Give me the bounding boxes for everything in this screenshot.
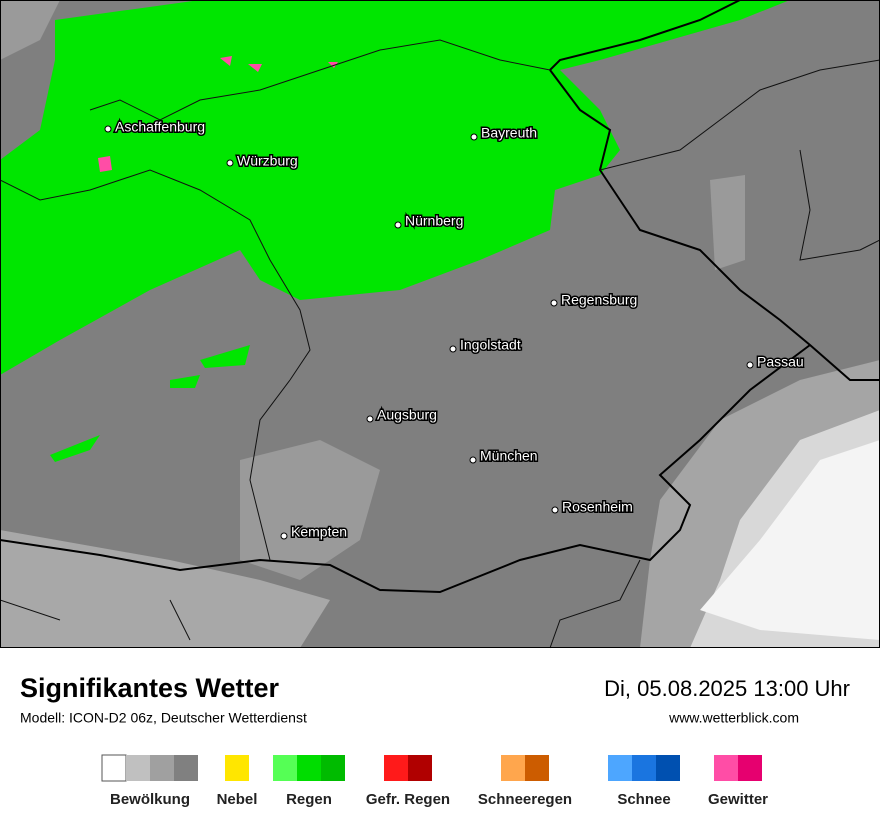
legend-item: Gefr. Regen	[366, 755, 450, 808]
legend-swatch	[384, 755, 408, 781]
city-dot	[550, 299, 558, 307]
city: Ingolstadt	[449, 335, 522, 354]
country-border	[549, 0, 741, 71]
city-dot	[551, 506, 559, 514]
cloud-area	[710, 175, 745, 270]
datetime: Di, 05.08.2025 13:00 Uhr	[604, 676, 850, 701]
legend-label: Nebel	[217, 791, 258, 808]
legend-item: Schneeregen	[478, 755, 572, 808]
city-dot	[470, 133, 478, 141]
rain-area	[50, 345, 250, 462]
city: Rosenheim	[551, 497, 634, 516]
website: www.wetterblick.com	[668, 710, 799, 726]
city-label: Rosenheim	[562, 499, 633, 515]
city: Passau	[746, 352, 805, 371]
city-dot	[226, 159, 234, 167]
legend-swatch	[501, 755, 525, 781]
legend-swatch	[525, 755, 549, 781]
city: Augsburg	[366, 405, 438, 424]
country-border	[549, 69, 880, 381]
legend-swatch	[225, 755, 249, 781]
city-label: Würzburg	[237, 153, 298, 169]
city-label: Passau	[757, 354, 804, 370]
legend-item: Gewitter	[708, 755, 768, 808]
legend-swatch	[297, 755, 321, 781]
legend-swatch	[273, 755, 297, 781]
city: Regensburg	[550, 290, 639, 309]
cloud-area	[0, 530, 330, 648]
city-label: Ingolstadt	[460, 337, 521, 353]
city-label: Regensburg	[561, 292, 637, 308]
title: Signifikantes Wetter	[20, 673, 280, 703]
city: Aschaffenburg	[104, 117, 207, 136]
city-dot	[104, 125, 112, 133]
legend-swatch	[608, 755, 632, 781]
city-dot	[469, 456, 477, 464]
subtitle: Modell: ICON-D2 06z, Deutscher Wetterdie…	[20, 710, 307, 726]
city: Kempten	[280, 522, 349, 541]
region-border	[0, 59, 880, 649]
city-label: Bayreuth	[481, 125, 537, 141]
city-labels: Aschaffenburg Würzburg Bayreuth Nürnberg…	[104, 117, 805, 541]
legend-swatch	[126, 755, 150, 781]
city-dot	[449, 345, 457, 353]
city-label: Augsburg	[377, 407, 437, 423]
legend-label: Schneeregen	[478, 791, 572, 808]
city-dot	[366, 415, 374, 423]
city-dot	[394, 221, 402, 229]
legend-label: Bewölkung	[110, 791, 190, 808]
state-border	[89, 39, 551, 121]
rain-area	[0, 0, 790, 375]
legend-item: Regen	[273, 755, 345, 808]
city-label: Nürnberg	[405, 213, 463, 229]
legend-item: Bewölkung	[101, 754, 198, 808]
city: München	[469, 446, 539, 465]
legend: Bewölkung Nebel Regen Gefr. Regen Schneerege…	[101, 754, 768, 808]
legend-item: Nebel	[217, 755, 258, 808]
legend-label: Gefr. Regen	[366, 791, 450, 808]
footer: Signifikantes Wetter Modell: ICON-D2 06z…	[20, 673, 850, 726]
legend-label: Schnee	[617, 791, 670, 808]
legend-swatch	[632, 755, 656, 781]
city-dot	[746, 361, 754, 369]
city-dot	[280, 532, 288, 540]
city-label: München	[480, 448, 538, 464]
city-label: Aschaffenburg	[115, 119, 205, 135]
map	[0, 0, 880, 649]
legend-swatch	[408, 755, 432, 781]
cloud-area	[0, 0, 60, 60]
legend-swatch	[321, 755, 345, 781]
legend-swatch	[714, 755, 738, 781]
state-border	[0, 169, 311, 561]
legend-label: Regen	[286, 791, 332, 808]
legend-swatch	[150, 755, 174, 781]
legend-swatch	[656, 755, 680, 781]
city: Bayreuth	[470, 123, 539, 142]
cloud-area	[240, 440, 380, 580]
city: Nürnberg	[394, 211, 465, 230]
legend-swatch	[174, 755, 198, 781]
legend-swatch	[738, 755, 762, 781]
legend-swatch	[101, 754, 127, 782]
legend-label: Gewitter	[708, 791, 768, 808]
city-label: Kempten	[291, 524, 347, 540]
cloud-area	[700, 440, 880, 640]
city: Würzburg	[226, 151, 299, 170]
legend-item: Schnee	[608, 755, 680, 808]
country-border	[0, 344, 811, 594]
